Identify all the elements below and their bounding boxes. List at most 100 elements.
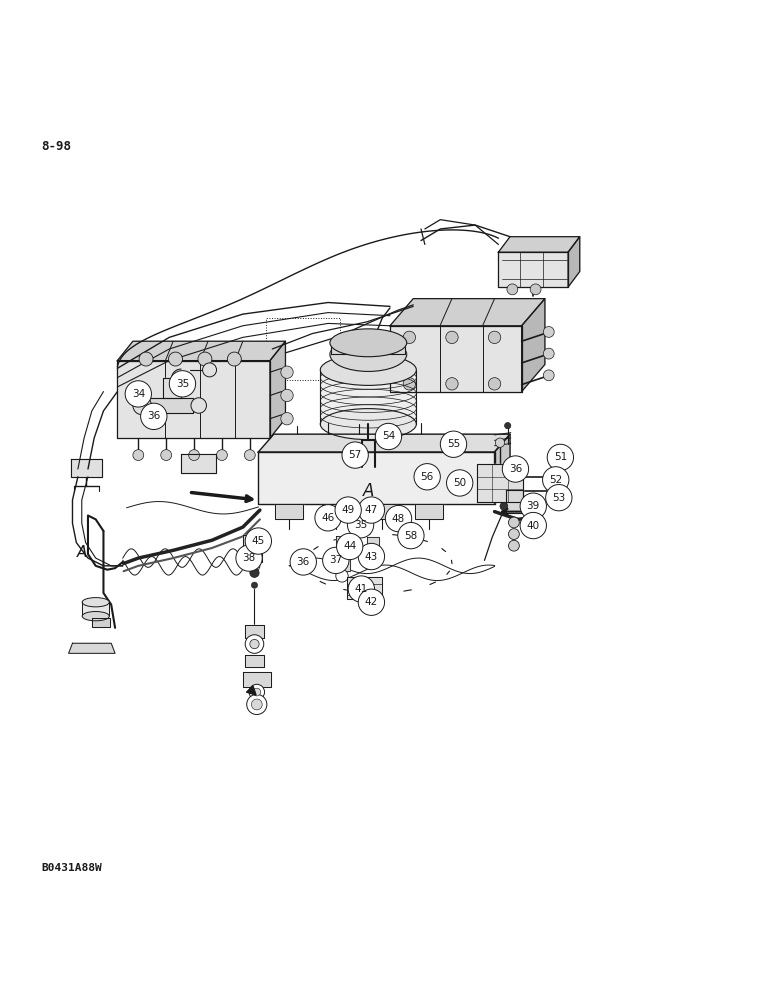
Text: 52: 52 xyxy=(549,475,562,485)
Circle shape xyxy=(290,549,317,575)
Polygon shape xyxy=(498,252,568,287)
Polygon shape xyxy=(495,434,510,504)
Text: 40: 40 xyxy=(526,521,540,531)
Polygon shape xyxy=(506,490,523,513)
Polygon shape xyxy=(390,326,522,392)
Polygon shape xyxy=(243,535,266,546)
Circle shape xyxy=(281,412,293,425)
Polygon shape xyxy=(367,537,379,553)
Text: B0431A88W: B0431A88W xyxy=(41,863,102,873)
Circle shape xyxy=(315,505,341,531)
Circle shape xyxy=(544,327,554,337)
Polygon shape xyxy=(390,299,545,326)
Text: 44: 44 xyxy=(343,541,356,551)
Circle shape xyxy=(445,378,458,390)
Text: 53: 53 xyxy=(552,493,566,503)
Polygon shape xyxy=(146,398,193,413)
Circle shape xyxy=(250,568,259,577)
Circle shape xyxy=(495,438,505,447)
Polygon shape xyxy=(275,504,303,519)
Circle shape xyxy=(281,389,293,402)
Circle shape xyxy=(358,497,385,523)
Circle shape xyxy=(246,694,267,715)
Circle shape xyxy=(133,396,151,415)
Circle shape xyxy=(509,517,519,528)
Circle shape xyxy=(161,450,172,461)
Text: 38: 38 xyxy=(243,553,256,563)
Circle shape xyxy=(217,450,227,461)
Text: 54: 54 xyxy=(382,431,395,441)
Circle shape xyxy=(544,370,554,381)
Polygon shape xyxy=(92,618,110,627)
Polygon shape xyxy=(258,434,510,452)
Text: A: A xyxy=(363,482,374,500)
Circle shape xyxy=(125,381,151,407)
Ellipse shape xyxy=(321,409,417,440)
Circle shape xyxy=(509,540,519,551)
Circle shape xyxy=(445,331,458,344)
Circle shape xyxy=(505,423,511,429)
Bar xyxy=(266,318,339,380)
Circle shape xyxy=(236,545,262,571)
Circle shape xyxy=(544,348,554,359)
Circle shape xyxy=(133,450,144,461)
Polygon shape xyxy=(270,341,285,438)
Circle shape xyxy=(336,533,363,560)
Polygon shape xyxy=(118,341,285,361)
Circle shape xyxy=(507,284,518,295)
Polygon shape xyxy=(243,672,271,687)
Text: 35: 35 xyxy=(176,379,189,389)
Circle shape xyxy=(244,450,255,461)
Text: 50: 50 xyxy=(453,478,466,488)
Circle shape xyxy=(342,442,368,468)
Circle shape xyxy=(488,378,501,390)
Circle shape xyxy=(446,470,473,496)
Text: 39: 39 xyxy=(526,501,540,511)
Text: 45: 45 xyxy=(252,536,265,546)
Circle shape xyxy=(245,528,271,554)
Text: 55: 55 xyxy=(447,439,460,449)
Circle shape xyxy=(547,473,554,481)
Text: 37: 37 xyxy=(329,555,342,565)
Circle shape xyxy=(168,352,183,366)
Circle shape xyxy=(520,512,547,539)
Text: 49: 49 xyxy=(342,505,355,515)
Polygon shape xyxy=(69,643,115,653)
Polygon shape xyxy=(368,504,396,519)
Text: 48: 48 xyxy=(392,514,405,524)
Circle shape xyxy=(249,560,260,571)
Circle shape xyxy=(348,576,374,602)
Ellipse shape xyxy=(321,354,417,385)
Ellipse shape xyxy=(82,612,109,621)
Ellipse shape xyxy=(330,337,406,371)
Text: 46: 46 xyxy=(321,513,335,523)
Polygon shape xyxy=(258,452,495,504)
Circle shape xyxy=(403,378,416,390)
Text: A: A xyxy=(76,545,87,560)
Circle shape xyxy=(249,684,264,700)
Polygon shape xyxy=(498,237,580,252)
Text: 36: 36 xyxy=(147,411,161,421)
Circle shape xyxy=(500,502,508,510)
Circle shape xyxy=(375,423,402,450)
Circle shape xyxy=(488,331,501,344)
Circle shape xyxy=(323,547,349,574)
Circle shape xyxy=(245,635,264,653)
Text: 51: 51 xyxy=(554,452,567,462)
Circle shape xyxy=(358,543,385,570)
Text: 56: 56 xyxy=(420,472,434,482)
Circle shape xyxy=(403,331,416,344)
Circle shape xyxy=(367,551,379,564)
Circle shape xyxy=(502,456,529,482)
Text: 58: 58 xyxy=(404,531,417,541)
Polygon shape xyxy=(568,237,580,287)
Circle shape xyxy=(546,485,572,511)
Polygon shape xyxy=(246,550,262,562)
Polygon shape xyxy=(415,504,443,519)
Text: 43: 43 xyxy=(365,552,378,562)
Circle shape xyxy=(250,639,259,649)
Ellipse shape xyxy=(82,598,109,607)
Circle shape xyxy=(251,582,257,588)
Text: 41: 41 xyxy=(355,584,368,594)
Polygon shape xyxy=(332,343,406,354)
